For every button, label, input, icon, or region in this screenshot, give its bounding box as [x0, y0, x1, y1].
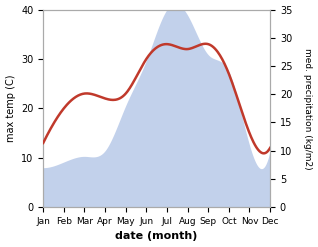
Y-axis label: med. precipitation (kg/m2): med. precipitation (kg/m2) — [303, 48, 313, 169]
X-axis label: date (month): date (month) — [115, 231, 198, 242]
Y-axis label: max temp (C): max temp (C) — [5, 75, 16, 142]
